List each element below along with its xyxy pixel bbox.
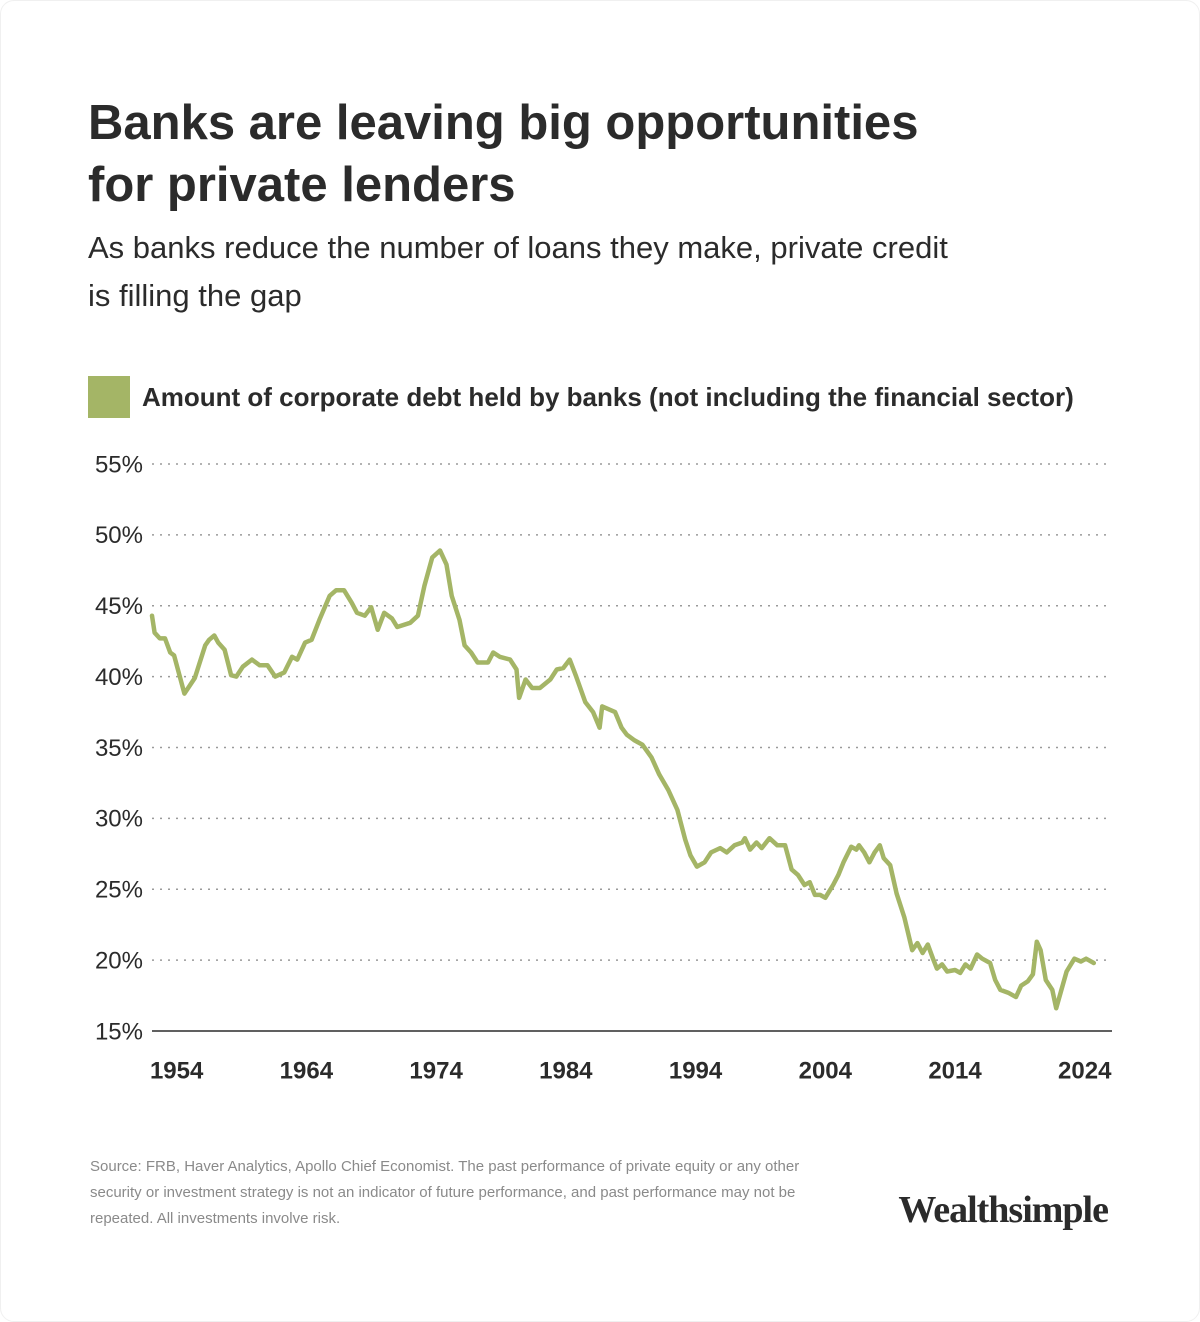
- chart-title: Banks are leaving big opportunities for …: [88, 96, 919, 212]
- x-tick-label: 2004: [799, 1057, 853, 1084]
- y-tick-label: 40%: [95, 664, 143, 691]
- y-tick-label: 20%: [95, 947, 143, 974]
- x-tick-label: 1954: [150, 1057, 204, 1084]
- x-tick-label: 1964: [280, 1057, 334, 1084]
- chart-subtitle: As banks reduce the number of loans they…: [88, 230, 948, 313]
- y-tick-label: 55%: [95, 451, 143, 478]
- brand-logo: Wealthsimple: [898, 1189, 1109, 1231]
- legend-label: Amount of corporate debt held by banks (…: [142, 381, 1074, 412]
- x-tick-label: 1994: [669, 1057, 723, 1084]
- y-tick-label: 15%: [95, 1018, 143, 1045]
- y-tick-label: 35%: [95, 735, 143, 762]
- x-tick-label: 2024: [1058, 1057, 1112, 1084]
- data-line: [149, 548, 1097, 1011]
- source-note: Source: FRB, Haver Analytics, Apollo Chi…: [90, 1158, 800, 1227]
- y-tick-label: 25%: [95, 877, 143, 904]
- y-tick-label: 45%: [95, 593, 143, 620]
- y-tick-label: 50%: [95, 522, 143, 549]
- x-tick-label: 1984: [539, 1057, 593, 1084]
- legend-swatch: [88, 376, 130, 418]
- y-tick-label: 30%: [95, 806, 143, 833]
- x-tick-label: 1974: [409, 1057, 463, 1084]
- legend: Amount of corporate debt held by banks (…: [88, 376, 1074, 418]
- x-tick-label: 2014: [928, 1057, 982, 1084]
